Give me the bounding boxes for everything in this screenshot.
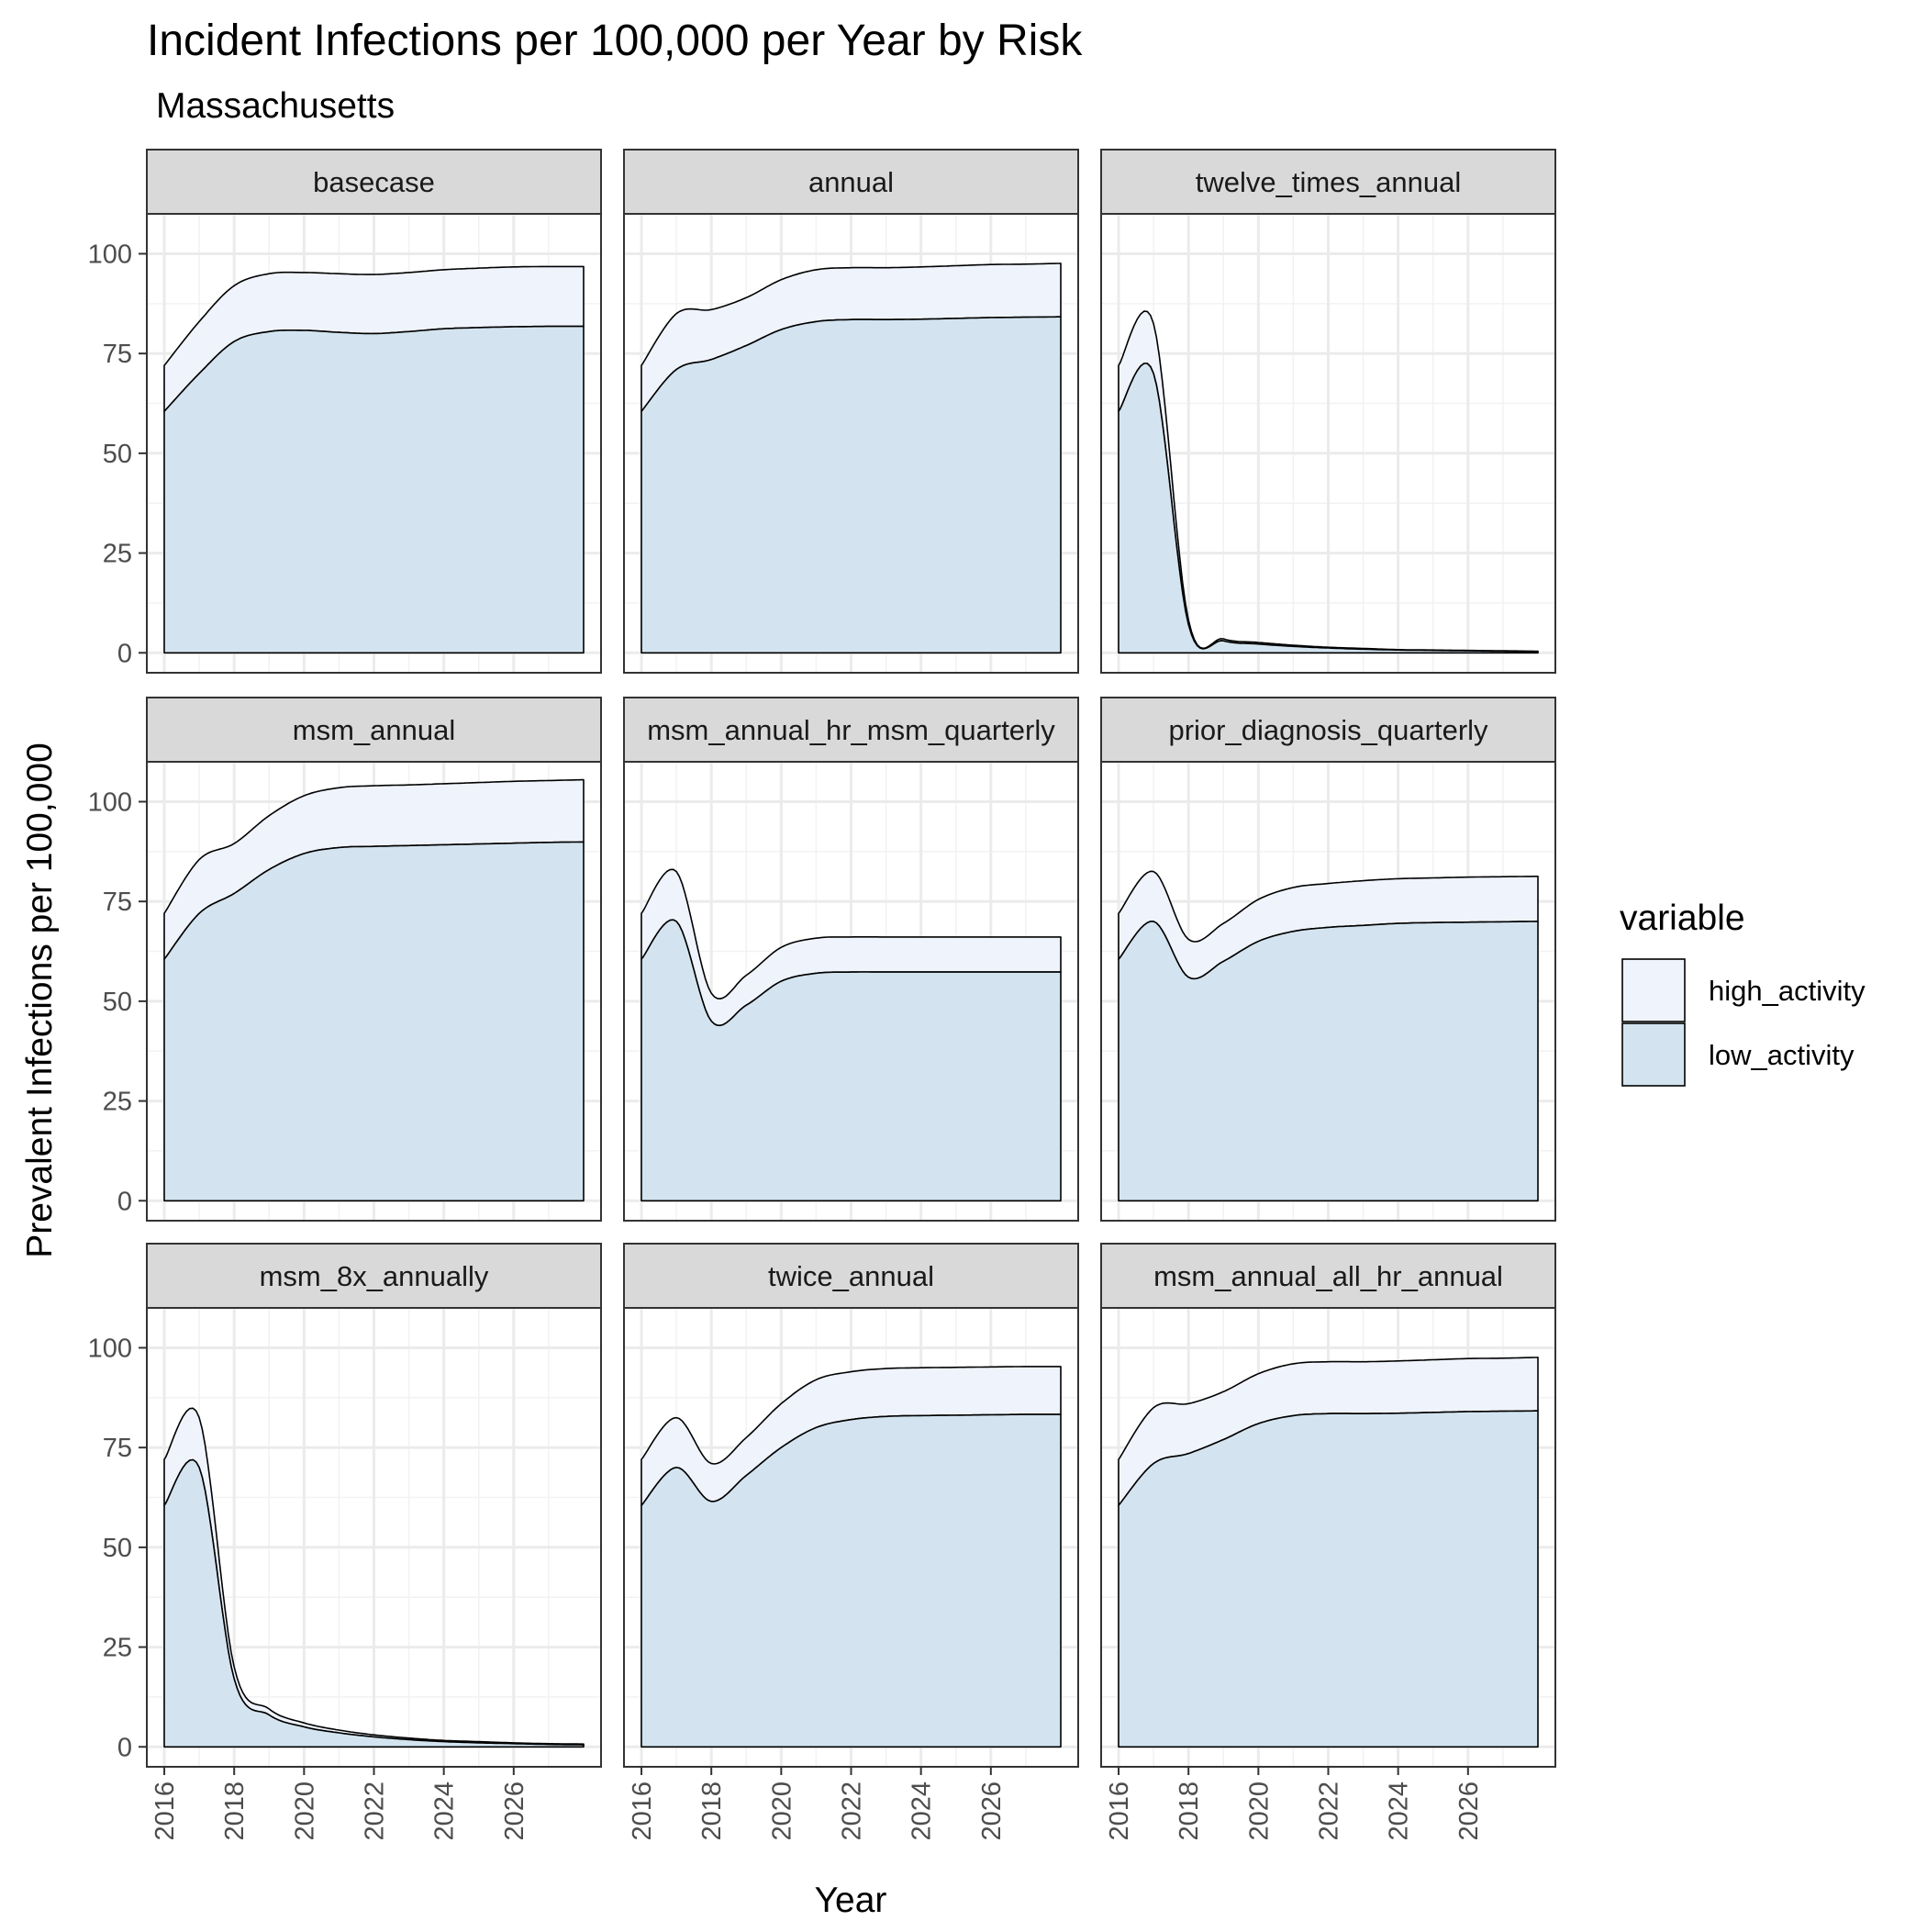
- x-tick-label: 2018: [220, 1781, 250, 1841]
- facet-strip: [1100, 149, 1556, 215]
- panel-areas: [1118, 1357, 1539, 1748]
- facet-strip: [623, 697, 1079, 763]
- facet-panel-basecase: basecase 0 25 50 75 100: [88, 149, 602, 674]
- x-tick-label: 2024: [1385, 1781, 1414, 1841]
- chart-subtitle: Massachusetts: [156, 86, 395, 126]
- legend-title: variable: [1620, 899, 1745, 938]
- panel-areas: [1118, 310, 1539, 654]
- y-tick-label: 50: [103, 988, 132, 1017]
- y-axis-title: Prevalent Infections per 100,000: [20, 743, 60, 1258]
- y-tick-label: 50: [103, 1534, 132, 1563]
- facet-strip: [146, 697, 602, 763]
- x-tick-label: 2024: [430, 1781, 460, 1841]
- x-tick-label: 2020: [290, 1781, 319, 1841]
- facet-panel-msm_annual_all_hr_annual: msm_annual_all_hr_annual 2016 2018 2020 2022…: [1100, 1243, 1556, 1841]
- facet-strip: [623, 149, 1079, 215]
- legend-item-low_activity: low_activity: [1621, 1022, 1855, 1087]
- facet-panel-prior_diagnosis_quarterly: prior_diagnosis_quarterly: [1100, 697, 1556, 1222]
- x-tick-label: 2026: [500, 1781, 529, 1841]
- x-tick-label: 2026: [977, 1781, 1007, 1841]
- legend-item-high_activity: high_activity: [1621, 958, 1866, 1022]
- facet-panel-msm_annual: msm_annual 0 25 50 75 100: [88, 697, 602, 1222]
- facet-strip: [1100, 697, 1556, 763]
- legend-label-high_activity: high_activity: [1709, 975, 1866, 1007]
- panel-areas: [163, 1407, 585, 1748]
- area-low-activity: [640, 919, 1062, 1202]
- x-tick-label: 2018: [697, 1781, 727, 1841]
- facet-strip-label: msm_annual_hr_msm_quarterly: [647, 714, 1055, 746]
- y-tick-label: 0: [117, 1187, 132, 1216]
- x-tick-label: 2020: [767, 1781, 796, 1841]
- x-tick-label: 2022: [838, 1781, 867, 1841]
- area-low-activity: [640, 316, 1062, 654]
- facet-strip-label: annual: [808, 166, 894, 198]
- legend-key-high_activity: [1621, 958, 1686, 1022]
- area-low-activity: [1118, 363, 1539, 654]
- x-tick-label: 2016: [150, 1781, 180, 1841]
- area-low-activity: [1118, 921, 1539, 1202]
- panel-areas: [163, 265, 585, 654]
- y-tick-label: 75: [103, 888, 132, 917]
- y-tick-label: 100: [88, 240, 132, 269]
- facet-strip-label: msm_annual_all_hr_annual: [1153, 1260, 1503, 1292]
- facet-panel-twice_annual: twice_annual 2016 2018 2020 2022 2024 2026: [623, 1243, 1079, 1841]
- y-tick-label: 50: [103, 440, 132, 469]
- panel-areas: [640, 868, 1062, 1202]
- facet-panel-msm_8x_annually: msm_8x_annually 0 25 50 75 100 2016 2018 2020 202…: [88, 1243, 602, 1841]
- y-tick-label: 100: [88, 787, 132, 817]
- facet-strip-label: prior_diagnosis_quarterly: [1168, 714, 1488, 746]
- y-tick-label: 0: [117, 639, 132, 668]
- y-tick-label: 25: [103, 1634, 132, 1663]
- y-tick-label: 0: [117, 1733, 132, 1762]
- facet-strip-label: twelve_times_annual: [1196, 166, 1462, 198]
- y-tick-label: 75: [103, 1434, 132, 1463]
- facet-strip: [1100, 1243, 1556, 1309]
- chart-title: Incident Infections per 100,000 per Year…: [147, 17, 1083, 65]
- facet-strip-label: twice_annual: [768, 1260, 934, 1292]
- x-tick-label: 2022: [361, 1781, 390, 1841]
- area-low-activity: [163, 841, 585, 1202]
- y-tick-label: 75: [103, 340, 132, 369]
- y-tick-label: 100: [88, 1334, 132, 1363]
- y-tick-label: 25: [103, 540, 132, 569]
- y-tick-label: 25: [103, 1088, 132, 1117]
- x-tick-label: 2016: [1105, 1781, 1134, 1841]
- facet-strip-label: msm_annual: [293, 714, 455, 746]
- x-axis-title: Year: [815, 1881, 887, 1920]
- x-tick-label: 2026: [1454, 1781, 1484, 1841]
- facet-panel-twelve_times_annual: twelve_times_annual: [1100, 149, 1556, 674]
- area-low-activity: [163, 325, 585, 654]
- panel-areas: [640, 262, 1062, 654]
- area-low-activity: [640, 1413, 1062, 1748]
- facet-panel-annual: annual: [623, 149, 1079, 674]
- area-low-activity: [1118, 1410, 1539, 1748]
- facet-panel-msm_annual_hr_msm_quarterly: msm_annual_hr_msm_quarterly: [623, 697, 1079, 1222]
- legend: variable high_activity low_activity: [1620, 899, 1866, 1087]
- facet-strip: [623, 1243, 1079, 1309]
- area-low-activity: [163, 1458, 585, 1748]
- facet-strip: [146, 149, 602, 215]
- legend-key-low_activity: [1621, 1022, 1686, 1087]
- panel-areas: [640, 1366, 1062, 1748]
- panel-areas: [163, 778, 585, 1202]
- x-tick-label: 2024: [908, 1781, 937, 1841]
- x-tick-label: 2022: [1315, 1781, 1344, 1841]
- legend-label-low_activity: low_activity: [1709, 1039, 1855, 1071]
- facet-strip-label: basecase: [313, 166, 435, 198]
- panel-areas: [1118, 870, 1539, 1202]
- x-tick-label: 2018: [1175, 1781, 1204, 1841]
- x-tick-label: 2020: [1244, 1781, 1274, 1841]
- x-tick-label: 2016: [628, 1781, 657, 1841]
- facet-strip: [146, 1243, 602, 1309]
- facet-strip-label: msm_8x_annually: [260, 1260, 489, 1292]
- facet-panels: basecase 0 25 50 75 100 annual twelve_times_ann…: [88, 149, 1556, 1841]
